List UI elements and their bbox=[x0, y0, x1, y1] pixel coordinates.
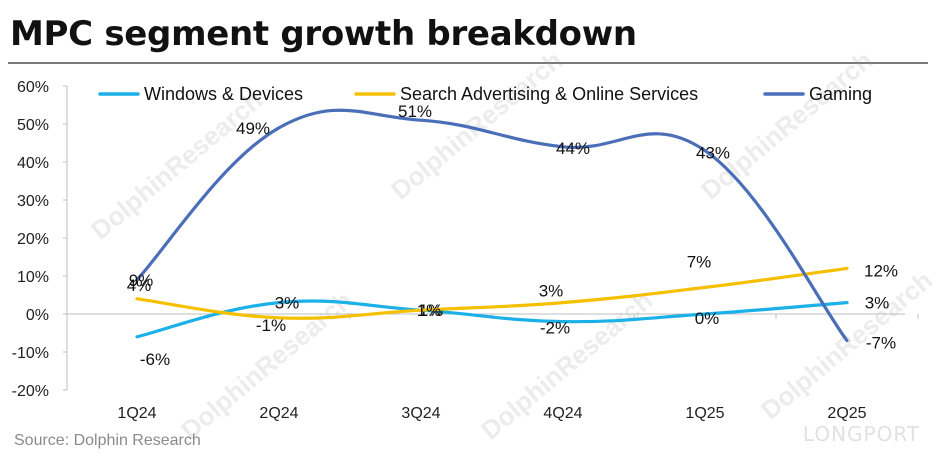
y-tick-label: 50% bbox=[17, 117, 49, 134]
x-tick-label: 2Q25 bbox=[827, 405, 866, 422]
y-tick-label: 10% bbox=[17, 269, 49, 286]
y-tick-label: -20% bbox=[12, 383, 49, 400]
data-label: 3% bbox=[539, 282, 564, 301]
data-label: 3% bbox=[865, 294, 890, 313]
data-label: 51% bbox=[398, 102, 432, 121]
x-tick-label: 2Q24 bbox=[259, 405, 298, 422]
x-tick-label: 1Q25 bbox=[685, 405, 724, 422]
data-label: -2% bbox=[540, 319, 570, 338]
page-title: MPC segment growth breakdown bbox=[10, 14, 637, 54]
series-line-search-advertising-online-services bbox=[135, 266, 849, 320]
y-tick-label: 40% bbox=[17, 155, 49, 172]
legend-label: Windows & Devices bbox=[144, 84, 303, 104]
data-label: -7% bbox=[866, 334, 896, 353]
y-tick-label: 0% bbox=[26, 307, 49, 324]
data-label: 4% bbox=[127, 276, 152, 295]
brand-mark: LONGPORT bbox=[802, 422, 920, 446]
data-label: 7% bbox=[687, 252, 712, 271]
legend-label: Gaming bbox=[809, 84, 872, 104]
data-label: 44% bbox=[556, 139, 590, 158]
y-tick-label: -10% bbox=[12, 345, 49, 362]
y-tick-label: 60% bbox=[17, 79, 49, 96]
source-note: Source: Dolphin Research bbox=[14, 432, 201, 449]
series-line-windows-devices bbox=[135, 299, 849, 339]
y-tick-label: 30% bbox=[17, 193, 49, 210]
legend-label: Search Advertising & Online Services bbox=[400, 84, 698, 104]
data-label: -6% bbox=[140, 350, 170, 369]
data-label: 43% bbox=[696, 144, 730, 163]
data-label: 9% bbox=[129, 271, 154, 290]
y-tick-label: 20% bbox=[17, 231, 49, 248]
data-label: 3% bbox=[275, 294, 300, 313]
x-tick-label: 3Q24 bbox=[401, 405, 440, 422]
data-label: -1% bbox=[256, 316, 286, 335]
data-label: 1% bbox=[417, 301, 442, 320]
title-divider bbox=[8, 62, 928, 64]
data-label: 49% bbox=[236, 119, 270, 138]
data-label: 12% bbox=[864, 261, 898, 280]
series-line-gaming bbox=[135, 108, 849, 343]
data-label: 0% bbox=[695, 309, 720, 328]
x-tick-label: 4Q24 bbox=[543, 405, 582, 422]
x-tick-label: 1Q24 bbox=[117, 405, 156, 422]
